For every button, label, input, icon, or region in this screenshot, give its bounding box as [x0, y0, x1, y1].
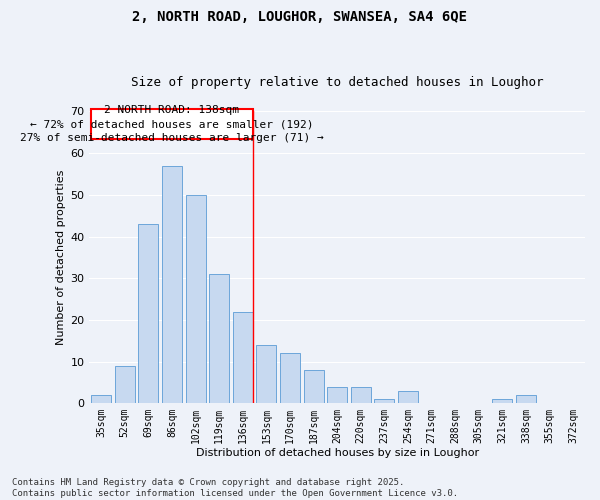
Title: Size of property relative to detached houses in Loughor: Size of property relative to detached ho… — [131, 76, 544, 90]
Bar — [374, 399, 394, 403]
Bar — [185, 195, 206, 403]
Bar — [327, 386, 347, 403]
Bar — [351, 386, 371, 403]
Bar — [493, 399, 512, 403]
Bar — [115, 366, 135, 403]
FancyBboxPatch shape — [91, 110, 253, 138]
Text: 2 NORTH ROAD: 138sqm
← 72% of detached houses are smaller (192)
27% of semi-deta: 2 NORTH ROAD: 138sqm ← 72% of detached h… — [20, 105, 324, 143]
Bar — [398, 390, 418, 403]
Bar — [233, 312, 253, 403]
Text: Contains HM Land Registry data © Crown copyright and database right 2025.
Contai: Contains HM Land Registry data © Crown c… — [12, 478, 458, 498]
Bar — [91, 395, 111, 403]
Text: 2, NORTH ROAD, LOUGHOR, SWANSEA, SA4 6QE: 2, NORTH ROAD, LOUGHOR, SWANSEA, SA4 6QE — [133, 10, 467, 24]
X-axis label: Distribution of detached houses by size in Loughor: Distribution of detached houses by size … — [196, 448, 479, 458]
Bar — [280, 353, 300, 403]
Bar — [256, 345, 277, 403]
Bar — [162, 166, 182, 403]
Y-axis label: Number of detached properties: Number of detached properties — [56, 170, 66, 345]
Bar — [209, 274, 229, 403]
Bar — [516, 395, 536, 403]
Bar — [139, 224, 158, 403]
Bar — [304, 370, 323, 403]
